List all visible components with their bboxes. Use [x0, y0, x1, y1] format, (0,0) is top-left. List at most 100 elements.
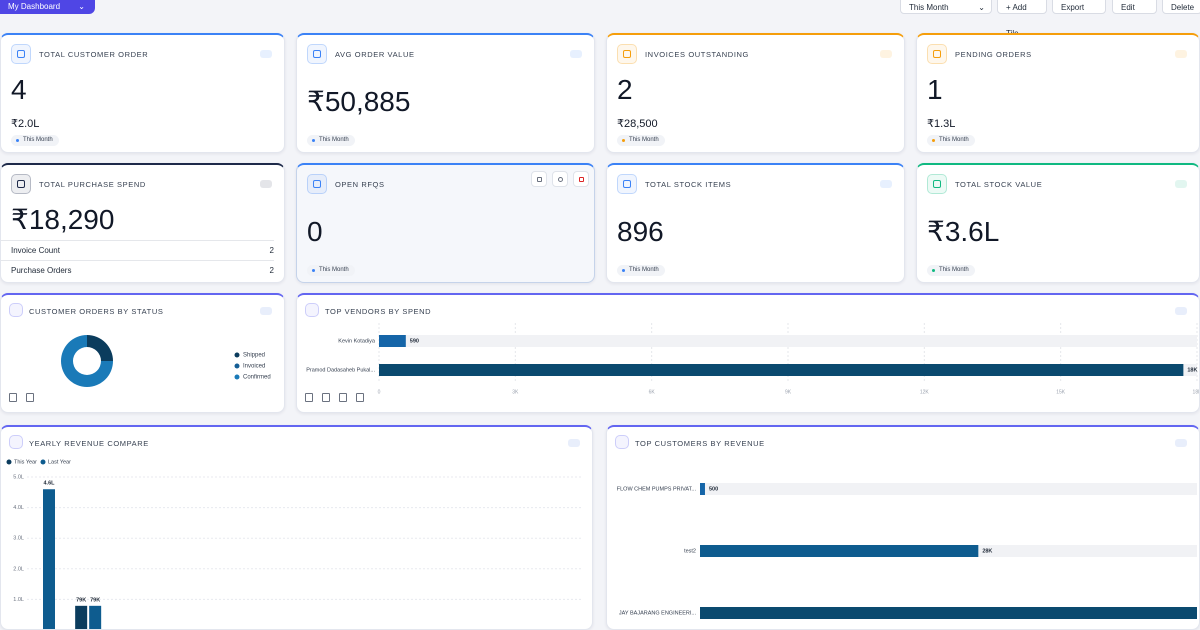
- tile-icon: [927, 44, 947, 64]
- icon-glyph: [313, 50, 321, 58]
- chart-title: CUSTOMER ORDERS BY STATUS: [29, 307, 164, 316]
- donut-segment: [61, 335, 113, 387]
- tile-row: Purchase Orders 2: [1, 260, 274, 280]
- value-label: 79K: [90, 597, 100, 603]
- period-label: This Month: [909, 3, 949, 12]
- chart-tool[interactable]: [356, 393, 364, 402]
- tag-dot: [932, 269, 935, 272]
- tile-value: 2: [617, 74, 633, 105]
- chart-title: YEARLY REVENUE COMPARE: [29, 439, 149, 448]
- tile-icon: [927, 174, 947, 194]
- tile-action[interactable]: [573, 171, 589, 187]
- action-button[interactable]: Delete: [1162, 0, 1200, 14]
- tile-title: PENDING ORDERS: [955, 50, 1032, 59]
- legend-dot: [234, 363, 240, 369]
- legend-label: This Year: [14, 459, 37, 465]
- tile-value: 0: [307, 216, 323, 247]
- chart-title: TOP CUSTOMERS BY REVENUE: [635, 439, 765, 448]
- action-glyph: [558, 177, 563, 182]
- legend-label: Shipped: [243, 353, 265, 359]
- chart-tool[interactable]: [339, 393, 347, 402]
- bar: [43, 489, 55, 629]
- chart-title: TOP VENDORS BY SPEND: [325, 307, 432, 316]
- x-tick-label: 0: [378, 389, 381, 395]
- chevron: ⌄: [978, 3, 985, 12]
- x-tick-label: 9K: [785, 389, 792, 395]
- chart: Shipped Invoiced Confirmed: [61, 335, 271, 387]
- period-tag: This Month: [617, 265, 665, 276]
- y-tick-label: 2.0L: [13, 566, 24, 572]
- x-tick-label: 15K: [1056, 389, 1066, 395]
- legend-dot: [234, 352, 240, 358]
- dashboard-button[interactable]: My Dashboard ⌄: [0, 0, 95, 14]
- tile-title: TOTAL CUSTOMER ORDER: [39, 50, 149, 59]
- chart-tool[interactable]: [26, 393, 34, 402]
- tile-icon: [307, 44, 327, 64]
- kpi-tile: TOTAL CUSTOMER ORDER 4 ₹2.0L This Month: [0, 33, 285, 153]
- chevron: ⌄: [78, 2, 85, 11]
- icon-glyph: [623, 180, 631, 188]
- tile-action[interactable]: [552, 171, 568, 187]
- kpi-tile: AVG ORDER VALUE ₹50,885 This Month: [296, 33, 595, 153]
- bar: [379, 335, 406, 347]
- bar: [700, 607, 1197, 619]
- tile-row: Invoice Count 2: [1, 240, 274, 260]
- y-tick-label: 4.0L: [13, 505, 24, 511]
- icon-glyph: [933, 180, 941, 188]
- chart-tool[interactable]: [305, 393, 313, 402]
- bar: [75, 605, 88, 629]
- icon-glyph: [933, 50, 941, 58]
- trend-badge: [880, 180, 892, 188]
- period-tag: This Month: [927, 265, 975, 276]
- trend-badge: [1175, 50, 1187, 58]
- tile-value: 1: [927, 74, 943, 105]
- tile-value: ₹3.6L: [927, 216, 1000, 247]
- category-label: test2: [684, 548, 696, 554]
- tile-icon: [617, 44, 637, 64]
- tile-action[interactable]: [531, 171, 547, 187]
- row-label: Invoice Count: [11, 246, 60, 255]
- value-label: 4.6L: [43, 481, 55, 487]
- icon-glyph: [623, 50, 631, 58]
- chart-card: YEARLY REVENUE COMPARE 1.0L 2.0L 3.0L 4.0L 5.…: [0, 425, 593, 630]
- x-tick-label: 6K: [649, 389, 656, 395]
- chart-tool[interactable]: [9, 393, 17, 402]
- tag-dot: [932, 139, 935, 142]
- action-button[interactable]: Edit: [1112, 0, 1157, 14]
- kpi-tile: OPEN RFQS 0 This Month: [296, 163, 595, 283]
- trend-badge: [568, 439, 580, 447]
- category-label: FLOW CHEM PUMPS PRIVAT...: [617, 486, 697, 492]
- bar: [379, 364, 1184, 376]
- tile-title: TOTAL STOCK VALUE: [955, 180, 1043, 189]
- tile-title: TOTAL STOCK ITEMS: [645, 180, 732, 189]
- tag-dot: [622, 139, 625, 142]
- trend-badge: [260, 180, 272, 188]
- tile-subvalue: ₹2.0L: [11, 118, 40, 130]
- tile-icon: [11, 174, 31, 194]
- kpi-tile: PENDING ORDERS 1 ₹1.3L This Month: [916, 33, 1200, 153]
- action-glyph: [537, 177, 542, 182]
- value-label: 28K: [982, 548, 992, 554]
- action-button[interactable]: + Add Tile: [997, 0, 1047, 38]
- kpi-tile: TOTAL STOCK ITEMS 896 This Month: [606, 163, 905, 283]
- tile-icon: [11, 44, 31, 64]
- chart-icon: [305, 303, 319, 317]
- x-tick-label: 3K: [512, 389, 519, 395]
- chart-tool[interactable]: [322, 393, 330, 402]
- period-tag: This Month: [927, 135, 975, 146]
- x-tick-label: 12K: [920, 389, 930, 395]
- chart: 1.0L 2.0L 3.0L 4.0L 5.0L This Year Last Year 4.…: [6, 459, 581, 629]
- legend-dot: [40, 459, 46, 465]
- value-label: 18K: [1187, 367, 1197, 373]
- value-label: 590: [410, 338, 419, 344]
- tile-icon: [617, 174, 637, 194]
- trend-badge: [1175, 439, 1187, 447]
- category-label: Kevin Kotadiya: [338, 338, 376, 344]
- action-button[interactable]: Export: [1052, 0, 1106, 14]
- icon-glyph: [17, 180, 25, 188]
- tile-title: AVG ORDER VALUE: [335, 50, 415, 59]
- donut-segment: [87, 335, 113, 361]
- period-select[interactable]: This Month ⌄: [900, 0, 992, 14]
- bar-track: [379, 335, 1197, 347]
